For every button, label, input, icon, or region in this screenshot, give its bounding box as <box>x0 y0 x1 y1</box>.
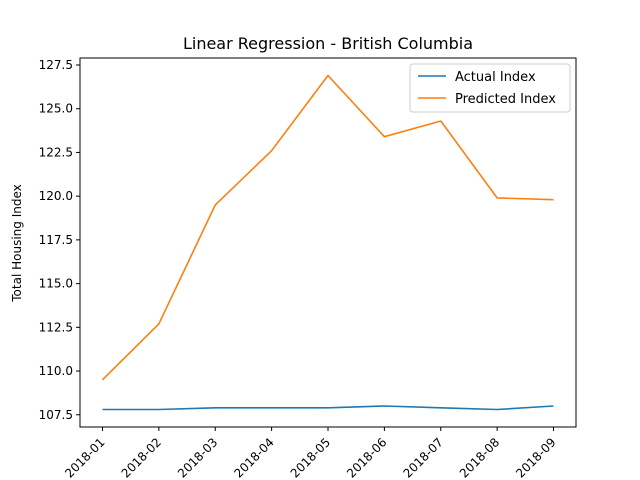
legend-label-1: Actual Index <box>455 70 536 85</box>
plot-area <box>101 74 554 411</box>
legend-label-2: Predicted Index <box>455 92 556 107</box>
x-tick-label: 2018-03 <box>175 435 220 480</box>
series-line-1 <box>102 405 554 411</box>
axes: 107.5 110.0 112.5 115.0 117.5 120.0 122.5 125.0… <box>39 57 577 480</box>
y-tick-label: 122.5 <box>39 145 73 159</box>
y-tick-label: 120.0 <box>39 189 73 203</box>
x-tick-label: 2018-02 <box>119 435 164 480</box>
x-tick-label: 2018-05 <box>288 435 333 480</box>
series-line-2 <box>101 74 554 381</box>
y-tick-label: 117.5 <box>39 233 73 247</box>
legend-box <box>409 63 571 113</box>
y-tick-label: 107.5 <box>39 408 73 422</box>
y-tick-label: 112.5 <box>39 320 73 334</box>
y-axis-label: Total Housing Index <box>10 184 24 302</box>
x-tick-label: 2018-08 <box>457 435 502 480</box>
chart-title: Linear Regression - British Columbia <box>183 34 473 53</box>
plot-frame <box>79 57 577 428</box>
legend: Actual Index Predicted Index <box>409 63 571 113</box>
x-tick-label: 2018-04 <box>231 435 276 480</box>
x-tick-label: 2018-07 <box>401 435 446 480</box>
y-tick-label: 125.0 <box>39 102 73 116</box>
x-tick-label: 2018-06 <box>344 435 389 480</box>
y-tick-label: 110.0 <box>39 364 73 378</box>
x-tick-label: 2018-01 <box>62 435 107 480</box>
y-tick-label: 127.5 <box>39 58 73 72</box>
x-tick-label: 2018-09 <box>513 435 558 480</box>
y-tick-label: 115.0 <box>39 277 73 291</box>
